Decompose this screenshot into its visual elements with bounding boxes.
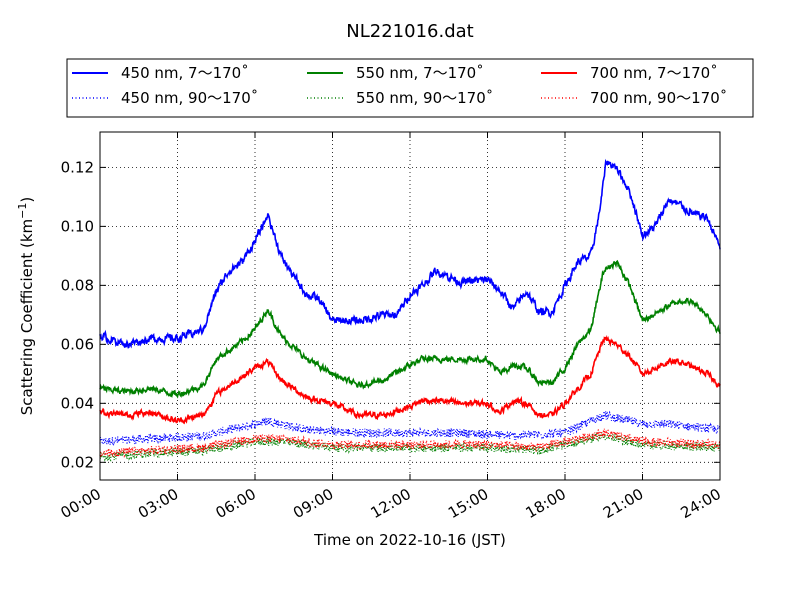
- legend-label: 700 nm, 90～170˚: [590, 89, 727, 107]
- series-line: [99, 334, 721, 425]
- series-line: [99, 158, 721, 349]
- series-line: [99, 259, 721, 399]
- x-tick-label: 06:00: [213, 485, 259, 522]
- legend: 450 nm, 7～170˚ 450 nm, 90～170˚ 550 nm, 7～1…: [66, 58, 754, 118]
- x-axis-label: Time on 2022-10-16 (JST): [313, 531, 506, 549]
- x-tick-label: 12:00: [368, 485, 414, 522]
- legend-label: 700 nm, 7～170˚: [590, 64, 718, 82]
- y-axis-label-exponent: −1: [16, 203, 29, 219]
- x-tick-label: 09:00: [290, 485, 336, 522]
- legend-label: 550 nm, 90～170˚: [356, 89, 493, 107]
- x-tick-label: 15:00: [445, 485, 491, 522]
- x-tick-label: 24:00: [678, 485, 724, 522]
- y-tick-label: 0.10: [61, 217, 94, 235]
- x-tick-label: 03:00: [135, 485, 181, 522]
- y-tick-label: 0.08: [61, 276, 94, 294]
- plot-area: 00:00 03:00 06:00 09:00 12:00 15:00 18:00 21:00…: [58, 131, 724, 522]
- y-axis-label: Scattering Coefficient (km−1): [16, 197, 36, 416]
- y-axis-label-main: Scattering Coefficient (km: [18, 219, 36, 415]
- y-tick-label: 0.04: [61, 394, 94, 412]
- y-tick-label: 0.02: [61, 453, 94, 471]
- x-tick-label: 00:00: [58, 485, 104, 522]
- legend-label: 450 nm, 7～170˚: [121, 64, 249, 82]
- x-tick-label: 21:00: [600, 485, 646, 522]
- legend-label: 450 nm, 90～170˚: [121, 89, 258, 107]
- series-line: [99, 428, 721, 459]
- y-tick-label: 0.12: [61, 158, 94, 176]
- chart-title: NL221016.dat: [346, 21, 473, 42]
- x-tick-label: 18:00: [523, 485, 569, 522]
- legend-label: 550 nm, 7～170˚: [356, 64, 484, 82]
- plot-background: [100, 132, 720, 480]
- legend-frame: [66, 58, 754, 118]
- y-tick-label: 0.06: [61, 335, 94, 353]
- y-axis-label-close: ): [18, 197, 36, 203]
